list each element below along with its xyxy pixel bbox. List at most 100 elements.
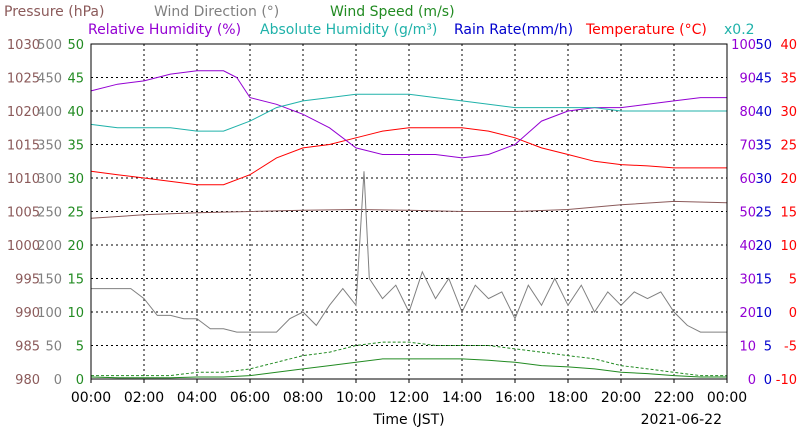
x-tick-label: 08:00 — [283, 390, 323, 406]
y-tick-label: 5 — [76, 340, 84, 355]
y-tick-label: 10 — [755, 306, 772, 321]
right-axes: 0102030405060708090100051015202530354045… — [731, 38, 797, 388]
y-tick-label: 35 — [755, 139, 772, 154]
y-tick-label: 25 — [780, 139, 797, 154]
y-tick-label: 45 — [67, 72, 84, 87]
y-tick-label: 0 — [789, 306, 797, 321]
y-tick-label: 100 — [731, 38, 756, 53]
y-tick-label: 500 — [37, 38, 62, 53]
y-tick-label: 250 — [37, 206, 62, 221]
series-line — [91, 341, 727, 377]
y-tick-label: 70 — [739, 139, 756, 154]
y-tick-label: 40 — [780, 38, 797, 53]
y-tick-label: 1015 — [7, 139, 40, 154]
legend-entry: Pressure (hPa) — [4, 4, 104, 20]
y-tick-label: 60 — [739, 172, 756, 187]
y-tick-label: 990 — [15, 306, 40, 321]
y-tick-label: 980 — [15, 373, 40, 388]
y-tick-label: 5 — [764, 340, 772, 355]
y-tick-label: 450 — [37, 72, 62, 87]
legend-entry: Temperature (°C) — [585, 22, 707, 38]
legend-entry: Wind Direction (°) — [154, 4, 279, 20]
legend-entry: Wind Speed (m/s) — [330, 4, 455, 20]
legend-entry: Absolute Humidity (g/m³) — [260, 22, 437, 38]
x-tick-label: 06:00 — [230, 390, 270, 406]
y-tick-label: 15 — [67, 273, 84, 288]
series-line — [90, 70, 727, 159]
y-tick-label: 30 — [780, 105, 797, 120]
y-tick-label: 1030 — [7, 38, 40, 53]
x-tick-label: 14:00 — [442, 390, 482, 406]
y-tick-label: 30 — [67, 172, 84, 187]
x-tick-label: 00:00 — [707, 390, 747, 406]
y-tick-label: 20 — [780, 172, 797, 187]
y-tick-label: 15 — [755, 273, 772, 288]
y-tick-label: 35 — [67, 139, 84, 154]
y-tick-label: 0 — [748, 373, 756, 388]
legend-entry: Rain Rate(mm/h) — [454, 22, 573, 38]
legend-entry: x0.2 — [724, 22, 755, 38]
y-tick-label: 400 — [37, 105, 62, 120]
y-tick-label: 50 — [755, 38, 772, 53]
y-tick-label: 10 — [739, 340, 756, 355]
y-tick-label: 1020 — [7, 105, 40, 120]
y-tick-label: 40 — [67, 105, 84, 120]
x-tick-label: 12:00 — [389, 390, 429, 406]
y-tick-label: 1025 — [7, 72, 40, 87]
y-tick-label: 40 — [755, 105, 772, 120]
y-tick-label: 1000 — [7, 239, 40, 254]
x-tick-label: 04:00 — [177, 390, 217, 406]
y-tick-label: 40 — [739, 239, 756, 254]
y-tick-label: 20 — [739, 306, 756, 321]
y-tick-label: 10 — [780, 239, 797, 254]
y-tick-label: 90 — [739, 72, 756, 87]
y-tick-label: 1005 — [7, 206, 40, 221]
x-tick-label: 20:00 — [601, 390, 641, 406]
y-tick-label: 985 — [15, 340, 40, 355]
y-tick-label: 100 — [37, 306, 62, 321]
y-tick-label: 1010 — [7, 172, 40, 187]
y-tick-label: 5 — [789, 273, 797, 288]
y-tick-label: 300 — [37, 172, 62, 187]
y-tick-label: 0 — [54, 373, 62, 388]
x-tick-label: 00:00 — [71, 390, 111, 406]
y-tick-label: 15 — [780, 206, 797, 221]
y-tick-label: 10 — [67, 306, 84, 321]
y-tick-label: 20 — [67, 239, 84, 254]
legend-entry: Relative Humidity (%) — [88, 22, 241, 38]
x-axis-label: Time (JST) — [372, 412, 444, 428]
x-tick-label: 18:00 — [548, 390, 588, 406]
x-tick-label: 22:00 — [654, 390, 694, 406]
y-tick-label: 150 — [37, 273, 62, 288]
y-tick-label: 25 — [67, 206, 84, 221]
x-tick-label: 16:00 — [495, 390, 535, 406]
y-tick-label: -5 — [784, 340, 797, 355]
y-tick-label: 45 — [755, 72, 772, 87]
y-tick-label: 50 — [45, 340, 62, 355]
x-axis: 00:00 02:00 04:00 06:00 08:00 10:00 12:00 14:00… — [71, 379, 747, 406]
y-tick-label: 30 — [755, 172, 772, 187]
x-tick-label: 10:00 — [336, 390, 376, 406]
y-tick-label: 50 — [67, 38, 84, 53]
series-line — [90, 358, 727, 379]
series-line — [90, 200, 728, 219]
y-tick-label: 200 — [37, 239, 62, 254]
y-tick-label: 0 — [76, 373, 84, 388]
y-tick-label: 50 — [739, 206, 756, 221]
y-tick-label: 350 — [37, 139, 62, 154]
left-axes: 9809859909951000100510101015102010251030… — [7, 38, 84, 388]
series-line — [90, 93, 727, 132]
date-label: 2021-06-22 — [641, 412, 722, 428]
series-line — [91, 171, 727, 333]
y-tick-label: 995 — [15, 273, 40, 288]
y-tick-label: 35 — [780, 72, 797, 87]
y-tick-label: 30 — [739, 273, 756, 288]
x-tick-label: 02:00 — [124, 390, 164, 406]
y-tick-label: 0 — [764, 373, 772, 388]
y-tick-label: 25 — [755, 206, 772, 221]
legend: Pressure (hPa) Wind Direction (°) Wind Spe… — [4, 4, 755, 38]
series-line — [90, 127, 727, 186]
y-tick-label: -10 — [776, 373, 797, 388]
y-tick-label: 20 — [755, 239, 772, 254]
